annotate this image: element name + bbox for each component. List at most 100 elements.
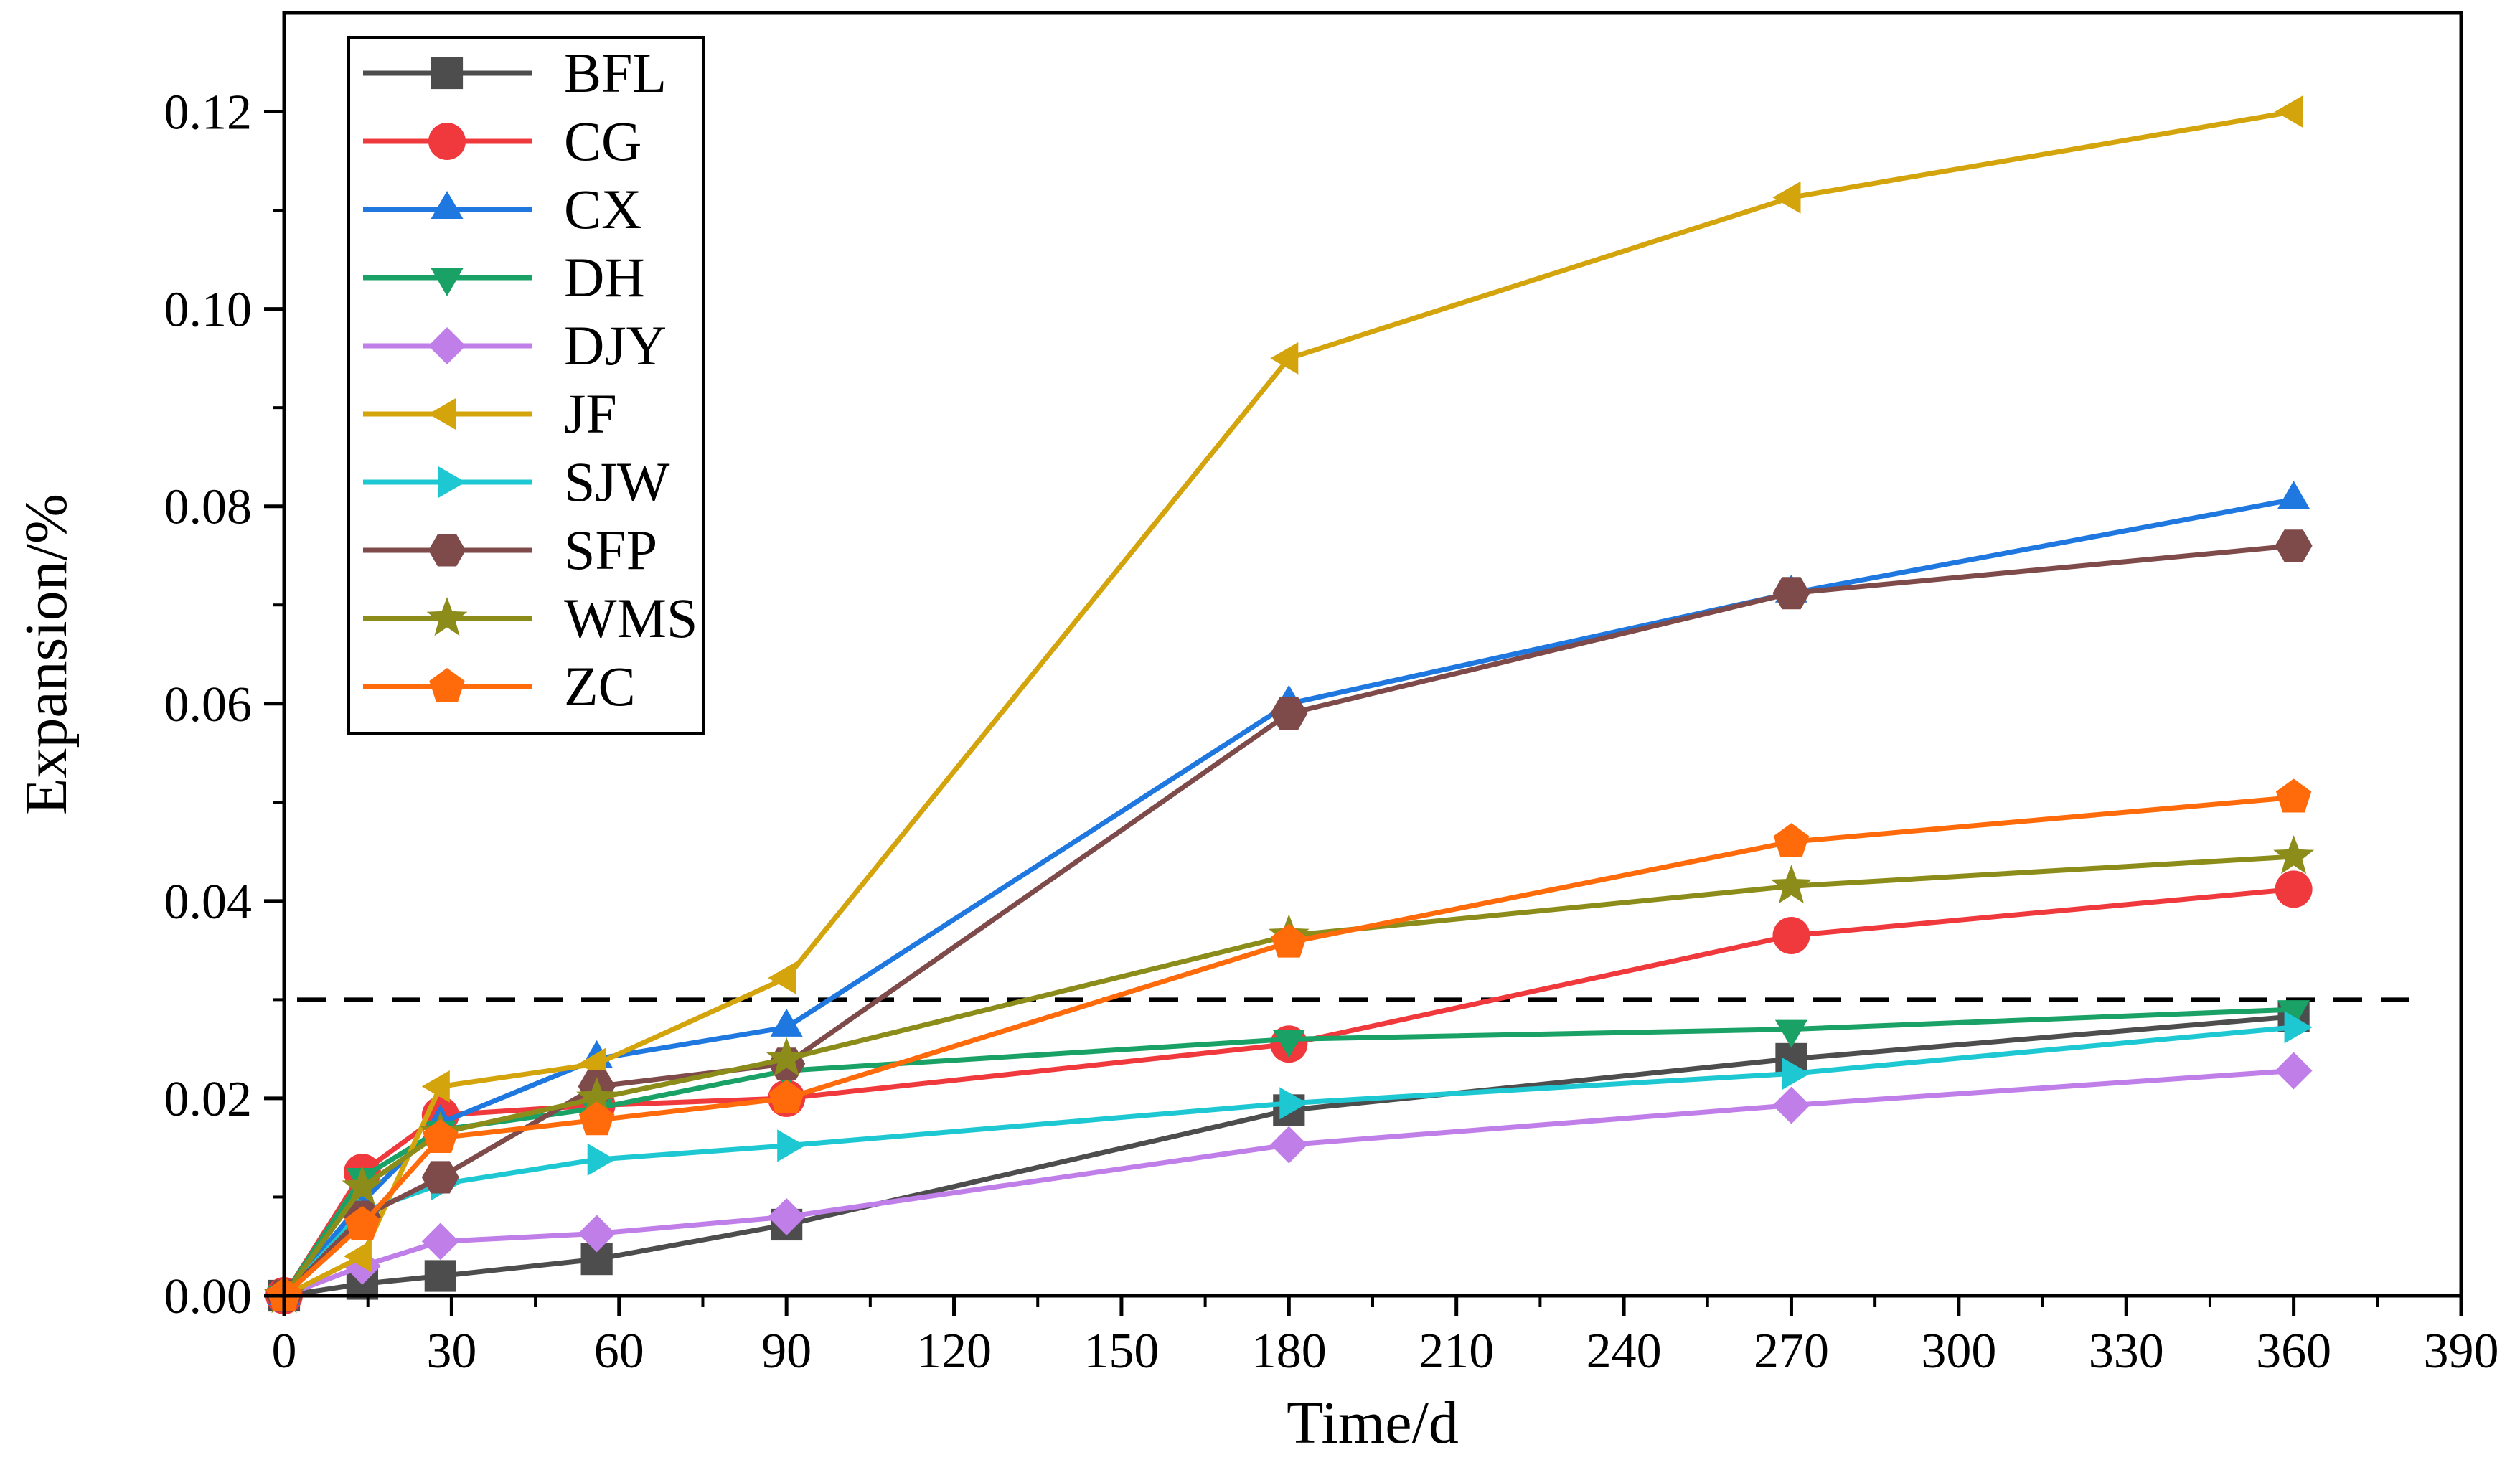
point-zc-360	[2275, 778, 2312, 813]
point-jf-90	[768, 961, 796, 994]
point-jf-28	[421, 1070, 450, 1103]
point-sfp-180	[1270, 697, 1308, 730]
x-tick-label: 0	[272, 1324, 297, 1379]
point-zc-270	[1773, 823, 1810, 857]
point-dh-360	[2277, 1000, 2310, 1029]
series-zc	[266, 778, 2312, 1311]
legend-label-djy: DJY	[564, 314, 667, 377]
point-zc-28	[423, 1118, 459, 1153]
point-zc-56	[578, 1101, 615, 1136]
y-tick-label: 0.06	[164, 677, 253, 733]
legend-item-zc: ZC	[363, 655, 636, 717]
legend-item-dh: DH	[363, 246, 645, 309]
legend-label-sjw: SJW	[564, 451, 670, 513]
point-wms-360	[2273, 835, 2315, 875]
point-cg-360	[2275, 870, 2313, 908]
y-axis-title: Expansion/%	[13, 494, 80, 815]
y-tick-label: 0.02	[164, 1072, 253, 1127]
legend-marker-djy	[428, 327, 466, 364]
legend-label-jf: JF	[564, 382, 617, 445]
series-line-wms	[282, 854, 2294, 1298]
point-djy-90	[768, 1198, 806, 1235]
legend-item-cg: CG	[363, 110, 641, 172]
x-axis-title: Time/d	[1287, 1390, 1459, 1456]
x-tick-label: 90	[761, 1324, 812, 1379]
point-cx-360	[2277, 481, 2310, 509]
point-wms-56	[576, 1077, 618, 1116]
legend-label-cg: CG	[564, 110, 641, 172]
legend-label-dh: DH	[564, 246, 645, 309]
legend-item-sjw: SJW	[363, 451, 670, 513]
x-tick-label: 210	[1419, 1324, 1494, 1379]
x-tick-label: 330	[2089, 1324, 2164, 1379]
legend-label-bfl: BFL	[564, 42, 667, 104]
legend-marker-sjw	[438, 466, 466, 499]
point-jf-360	[2275, 95, 2303, 128]
x-tick-label: 300	[1921, 1324, 1996, 1379]
point-djy-28	[421, 1223, 459, 1261]
point-sjw-56	[587, 1143, 616, 1176]
point-jf-270	[1772, 181, 1801, 214]
legend-item-jf: JF	[363, 382, 617, 445]
point-bfl-28	[424, 1260, 456, 1292]
legend-marker-wms	[426, 597, 468, 636]
series-line-zc	[282, 794, 2294, 1298]
y-tick-label: 0.00	[164, 1269, 253, 1324]
point-zc-180	[1271, 923, 1307, 958]
x-tick-label: 390	[2424, 1324, 2499, 1379]
y-tick-label: 0.12	[164, 85, 253, 141]
legend-marker-jf	[428, 397, 456, 430]
legend-marker-dh	[431, 268, 464, 296]
point-wms-90	[766, 1037, 807, 1077]
legend-item-cx: CX	[363, 178, 641, 240]
legend-label-wms: WMS	[564, 587, 697, 649]
x-tick-label: 240	[1586, 1324, 1662, 1379]
point-sjw-90	[777, 1129, 806, 1162]
point-sjw-360	[2284, 1011, 2313, 1044]
point-cg-270	[1772, 916, 1810, 954]
point-zc-14	[344, 1206, 380, 1240]
legend-marker-sfp	[428, 534, 466, 567]
point-dh-270	[1774, 1019, 1807, 1048]
point-jf-14	[343, 1240, 372, 1273]
point-wms-270	[1771, 865, 1812, 904]
point-cx-90	[770, 1008, 803, 1037]
legend-label-sfp: SFP	[564, 519, 657, 581]
point-sjw-180	[1279, 1087, 1308, 1120]
point-sfp-360	[2275, 529, 2313, 562]
x-tick-label: 60	[594, 1324, 644, 1379]
point-djy-270	[1772, 1086, 1810, 1124]
point-dh-180	[1272, 1030, 1305, 1058]
series-wms	[263, 835, 2315, 1314]
legend-marker-cx	[431, 191, 464, 219]
series-djy	[265, 1052, 2313, 1314]
legend-marker-zc	[429, 668, 465, 702]
legend-marker-bfl	[431, 57, 464, 90]
legend-item-sfp: SFP	[363, 519, 657, 581]
point-djy-180	[1270, 1126, 1308, 1164]
y-tick-label: 0.08	[164, 480, 253, 535]
legend-marker-cg	[428, 123, 466, 160]
y-tick-label: 0.10	[164, 283, 253, 338]
legend-item-wms: WMS	[363, 587, 697, 649]
point-wms-14	[342, 1165, 383, 1205]
x-tick-label: 120	[916, 1324, 992, 1379]
point-djy-360	[2275, 1052, 2313, 1090]
x-tick-label: 270	[1754, 1324, 1829, 1379]
legend-label-cx: CX	[564, 178, 641, 240]
point-sjw-270	[1782, 1058, 1810, 1091]
point-sfp-270	[1772, 577, 1810, 610]
legend-item-bfl: BFL	[363, 42, 667, 104]
x-tick-label: 360	[2256, 1324, 2331, 1379]
legend-label-zc: ZC	[564, 655, 636, 717]
point-sfp-28	[421, 1161, 459, 1194]
x-tick-label: 180	[1251, 1324, 1327, 1379]
x-tick-label: 150	[1083, 1324, 1159, 1379]
x-tick-label: 30	[426, 1324, 476, 1379]
y-tick-label: 0.04	[164, 875, 253, 930]
point-djy-56	[578, 1215, 616, 1253]
point-jf-180	[1270, 342, 1299, 375]
point-zc-90	[768, 1079, 804, 1113]
